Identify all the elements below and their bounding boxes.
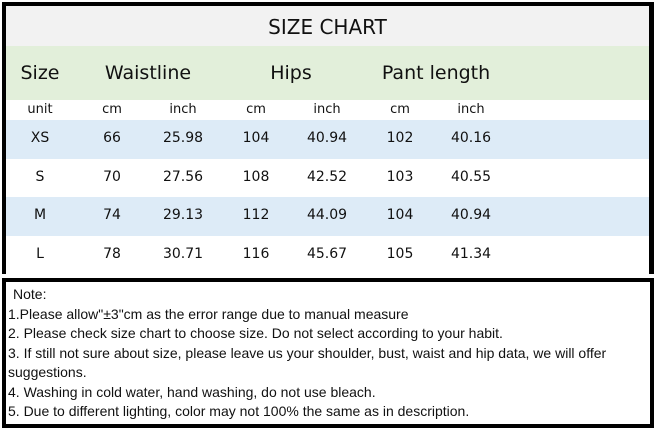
measurement-cell: 41.34 (450, 245, 492, 262)
size-label: S (35, 168, 45, 185)
measurement-cell: 116 (242, 245, 270, 262)
unit-cell: inch (457, 102, 485, 117)
size-label: XS (30, 130, 50, 146)
measurement-cell: 44.09 (306, 207, 348, 223)
measurement-cell: 108 (242, 168, 270, 185)
table-row: XS 66 25.98 104 40.94 102 40.16 (6, 120, 649, 159)
note-item: 4. Washing in cold water, hand washing, … (8, 383, 376, 400)
measurement-cell: 30.71 (162, 245, 204, 262)
measurement-cell: 104 (386, 207, 414, 223)
measurement-cell: 74 (103, 207, 121, 223)
unit-cell: inch (313, 102, 341, 117)
header-waistline: Waistline (104, 62, 192, 84)
size-chart-table: SIZE CHART Size Waistline Hips Pant leng… (2, 2, 654, 274)
unit-cell: unit (27, 102, 53, 117)
note-item: 1.Please allow"±3"cm as the error range … (8, 305, 409, 322)
measurement-cell: 40.16 (450, 130, 492, 146)
chart-title: SIZE CHART (6, 6, 649, 46)
header-size: Size (20, 62, 60, 84)
measurement-cell: 40.55 (450, 168, 492, 185)
unit-cell: inch (169, 102, 197, 117)
table-row: M 74 29.13 112 44.09 104 40.94 (6, 197, 649, 236)
measurement-cell: 27.56 (162, 168, 204, 185)
note-item: 5. Due to different lighting, color may … (8, 403, 470, 419)
measurement-cell: 102 (386, 130, 414, 146)
size-label: M (33, 207, 47, 223)
header-pant-length: Pant length (381, 62, 491, 84)
table-row: L 78 30.71 116 45.67 105 41.34 (6, 235, 649, 274)
size-label: L (36, 245, 44, 262)
header-row: Size Waistline Hips Pant length (6, 46, 649, 100)
unit-cell: cm (390, 102, 410, 117)
measurement-cell: 105 (386, 245, 414, 262)
table-row: S 70 27.56 108 42.52 103 40.55 (6, 158, 649, 197)
measurement-cell: 40.94 (306, 130, 348, 146)
measurement-cell: 112 (242, 207, 270, 223)
measurement-cell: 29.13 (162, 207, 204, 223)
unit-cell: cm (246, 102, 266, 117)
note-item: 3. If still not sure about size, please … (8, 344, 607, 381)
notes-heading: Note: (13, 286, 47, 302)
unit-cell: cm (102, 102, 122, 117)
measurement-cell: 103 (386, 168, 414, 185)
measurement-cell: 40.94 (450, 207, 492, 223)
measurement-cell: 25.98 (162, 130, 204, 146)
measurement-cell: 104 (242, 130, 270, 146)
notes-box: Note: 1.Please allow"±3"cm as the error … (2, 278, 654, 428)
measurement-cell: 66 (103, 130, 121, 146)
note-item: 2. Please check size chart to choose siz… (8, 325, 503, 341)
measurement-cell: 45.67 (306, 245, 348, 262)
measurement-cell: 42.52 (306, 168, 348, 185)
header-hips: Hips (270, 62, 312, 84)
unit-row: unit cm inch cm inch cm inch (6, 100, 649, 120)
measurement-cell: 78 (103, 245, 121, 262)
measurement-cell: 70 (103, 168, 121, 185)
